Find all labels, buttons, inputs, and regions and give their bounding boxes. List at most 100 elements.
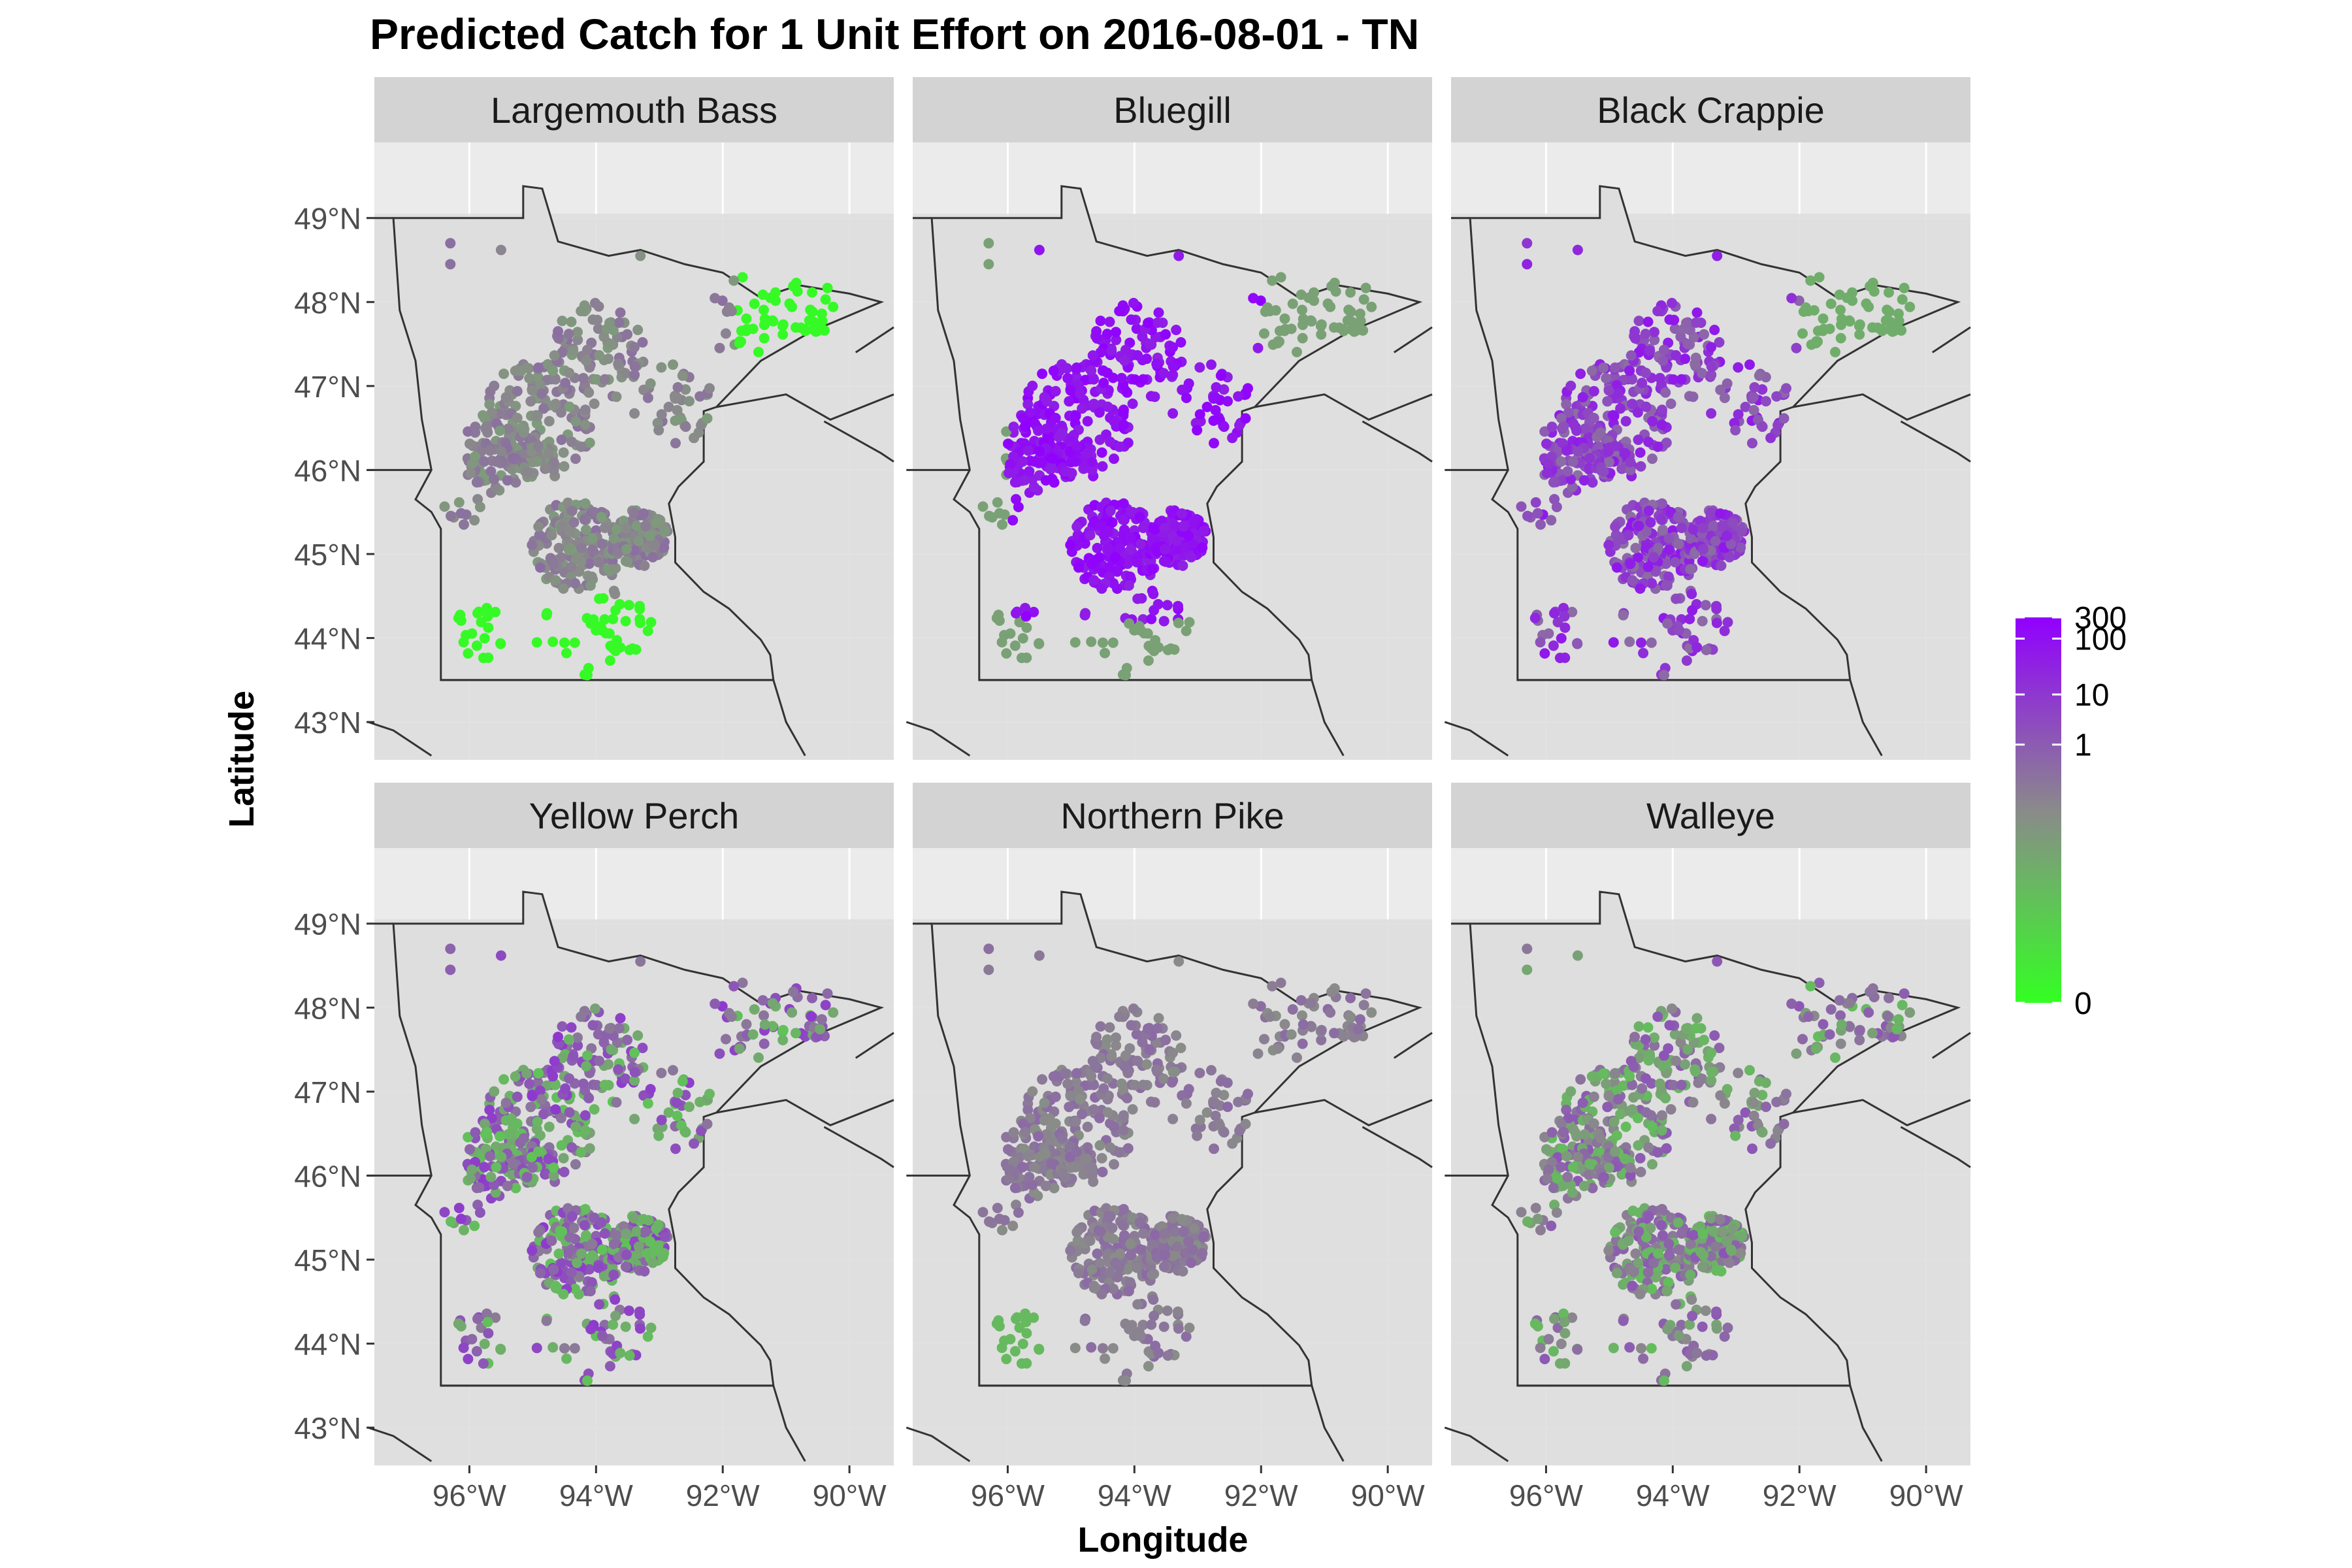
lake-point <box>1671 350 1682 361</box>
lake-point <box>649 1244 660 1255</box>
lake-point <box>1086 636 1097 647</box>
lake-point <box>1663 1239 1674 1249</box>
lake-point <box>1529 613 1541 623</box>
lake-point <box>1522 238 1533 249</box>
lake-point <box>1118 1110 1129 1121</box>
lake-point <box>1676 1228 1687 1239</box>
lake-point <box>1049 1183 1060 1194</box>
lake-point <box>1102 401 1113 412</box>
lake-point <box>1168 369 1179 380</box>
lake-point <box>466 1333 478 1345</box>
lake-point <box>1325 1007 1336 1018</box>
lake-point <box>1095 521 1106 531</box>
lake-point <box>997 519 1007 530</box>
lake-point <box>1056 427 1068 438</box>
lake-point <box>815 1024 826 1035</box>
lake-point <box>1629 326 1641 337</box>
lake-point <box>1642 1267 1654 1278</box>
lake-point <box>1706 1067 1717 1078</box>
lake-point <box>1111 1040 1122 1051</box>
lake-point <box>1652 441 1663 452</box>
lake-point <box>620 1073 631 1085</box>
y-tick-label: 43°N <box>294 1411 361 1445</box>
lake-point <box>1011 1313 1021 1324</box>
lake-point <box>495 1344 506 1355</box>
lake-point <box>1316 329 1327 340</box>
lake-point <box>1698 544 1708 555</box>
lake-point <box>1094 552 1105 563</box>
lake-point <box>1604 457 1614 468</box>
lake-point <box>512 412 523 423</box>
lake-point <box>593 1029 604 1040</box>
lake-point <box>439 501 450 512</box>
lake-point <box>556 434 567 446</box>
lake-point <box>1633 521 1644 531</box>
lake-point <box>1210 1110 1221 1121</box>
lake-point <box>549 1056 560 1067</box>
lake-point <box>508 453 519 464</box>
lake-point <box>1711 600 1722 612</box>
lake-point <box>1644 345 1656 356</box>
lake-point <box>1181 625 1192 636</box>
lake-point <box>1863 1007 1874 1018</box>
lake-point <box>527 1162 538 1173</box>
x-tick-label: 92°W <box>1224 1478 1299 1512</box>
lake-point <box>1620 1121 1631 1132</box>
lake-point <box>581 355 592 366</box>
lake-point <box>1098 1343 1108 1354</box>
lake-point <box>1724 551 1735 563</box>
lake-point <box>1602 1102 1613 1113</box>
lake-point <box>1041 423 1052 434</box>
lake-point <box>1329 322 1339 333</box>
lake-point <box>620 368 631 379</box>
lake-point <box>1571 1131 1582 1142</box>
lake-point <box>1662 618 1673 629</box>
lake-point <box>1040 475 1051 486</box>
lake-point <box>1279 1019 1290 1030</box>
lake-point <box>1106 1051 1117 1062</box>
lake-point <box>486 407 497 418</box>
lake-point <box>1243 1088 1253 1100</box>
lake-point <box>1070 1117 1081 1127</box>
lake-point <box>1074 1094 1085 1105</box>
lake-point <box>1085 1235 1096 1247</box>
lake-point <box>1071 1146 1082 1157</box>
lake-point <box>458 637 469 647</box>
lake-point <box>1209 438 1219 449</box>
lake-point <box>1676 1079 1687 1090</box>
lake-point <box>710 293 721 304</box>
lake-point <box>1029 1162 1040 1173</box>
lake-point <box>1016 1358 1027 1369</box>
lake-point <box>1021 1328 1032 1339</box>
lake-point <box>1522 943 1533 955</box>
lake-point <box>465 468 476 479</box>
lake-point <box>1749 1087 1760 1098</box>
lake-point <box>550 1281 561 1292</box>
lake-point <box>1353 1024 1364 1035</box>
lake-point <box>1131 323 1142 335</box>
lake-point <box>570 453 581 465</box>
state-border <box>1254 393 1433 421</box>
lake-point <box>629 342 640 353</box>
lake-point <box>1778 413 1789 424</box>
lake-point <box>559 1343 570 1354</box>
lake-point <box>465 1144 475 1155</box>
lake-point <box>1633 1053 1644 1064</box>
lake-point <box>1123 1286 1134 1297</box>
lake-point <box>1556 456 1567 467</box>
lake-point <box>680 421 691 433</box>
lake-point <box>1663 1277 1674 1288</box>
lake-point <box>759 1019 770 1030</box>
lake-point <box>611 1230 622 1241</box>
lake-point <box>557 347 568 358</box>
lake-point <box>1618 610 1629 621</box>
lake-point <box>721 1034 731 1045</box>
lake-point <box>1201 1107 1213 1118</box>
lake-point <box>1264 1011 1275 1022</box>
lake-point <box>1114 306 1125 317</box>
lake-point <box>672 1110 683 1121</box>
lake-point <box>560 1083 571 1094</box>
lake-point <box>1011 608 1021 619</box>
lake-point <box>581 524 591 535</box>
